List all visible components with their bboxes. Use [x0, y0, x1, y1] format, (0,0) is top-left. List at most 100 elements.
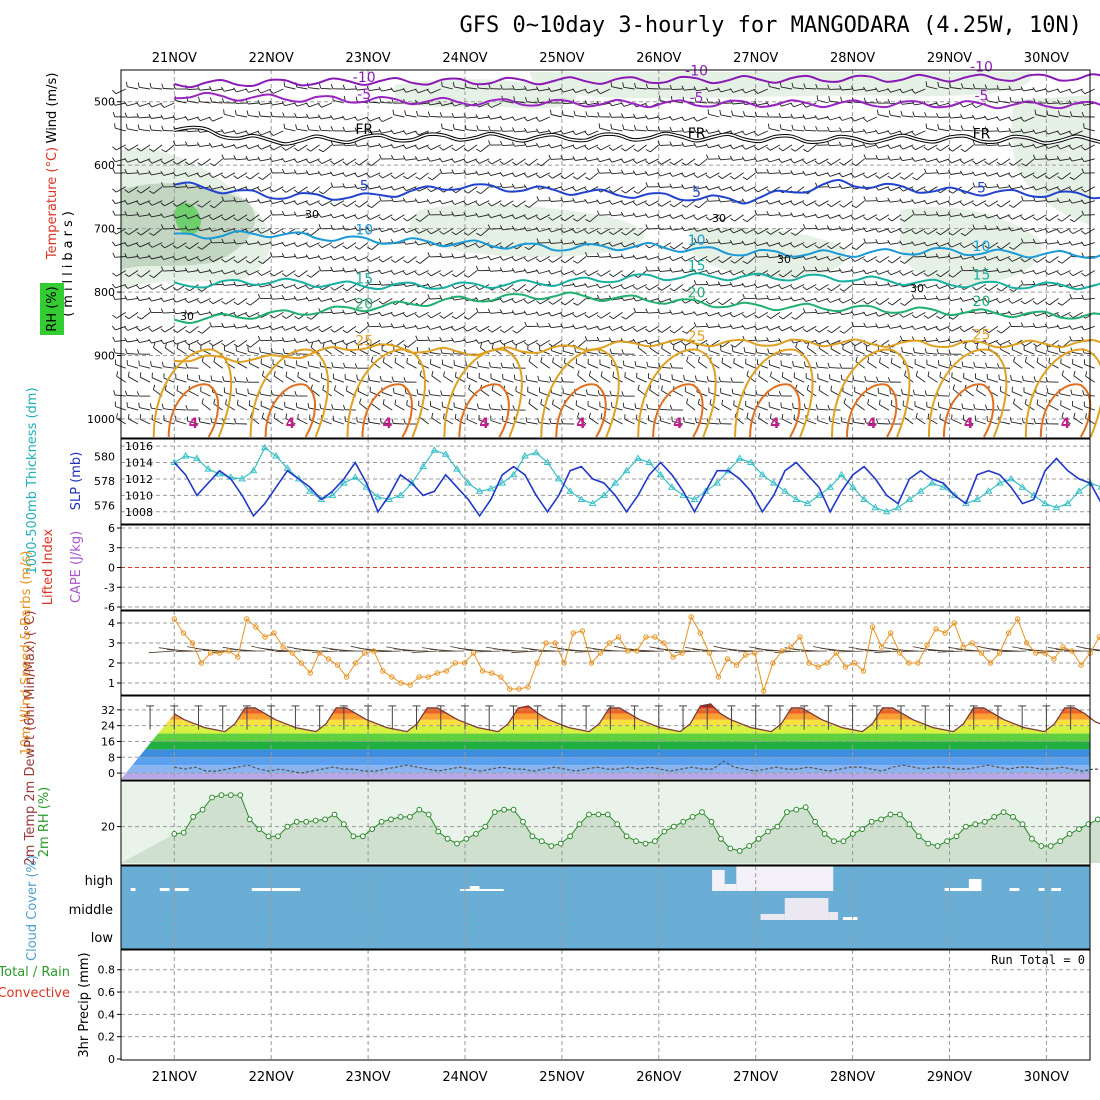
wind-barb-flag-1071 — [705, 174, 710, 179]
wind-barb-2622 — [298, 312, 308, 320]
wind-barb-flag-2829 — [560, 323, 564, 329]
thickness-point-35 — [566, 487, 574, 494]
wind-barb-1388 — [673, 200, 684, 208]
wind-barb-flag-573 — [633, 124, 637, 131]
rh2m-point-49 — [633, 838, 639, 845]
wind-barb-flag-2811 — [451, 326, 456, 331]
wind-barb-flag-491 — [137, 124, 140, 130]
wind-barb-1562 — [746, 214, 756, 222]
wind-barb-976 — [139, 172, 151, 175]
wind-barb-730 — [612, 144, 623, 151]
rh2m-point-1 — [180, 829, 187, 836]
wind-barb-flag-2889 — [923, 326, 928, 331]
wind-barb-2712 — [841, 311, 853, 316]
wind-barb-3164 — [637, 347, 647, 355]
wind-barb-480 — [1059, 115, 1071, 118]
wind-barb-flag-401 — [573, 110, 576, 116]
wind-barb-3380 — [962, 365, 974, 369]
wind-barb-906 — [698, 158, 708, 167]
wind-barb-flag-1719 — [705, 227, 710, 233]
wind-barb-1438 — [975, 200, 987, 207]
wind-barb-3658 — [685, 391, 696, 397]
wind-barb-flag-3745 — [225, 399, 227, 405]
wind-barb-1434 — [951, 200, 962, 206]
wind-barb-flag-3211 — [912, 347, 915, 353]
wind-barb-2578 — [1012, 297, 1023, 304]
wind-barb-1960 — [212, 256, 223, 263]
rh2m-point-21 — [369, 826, 376, 832]
wind-barb-flag-1775 — [1044, 228, 1049, 233]
wind-barb-flag-2255 — [1008, 268, 1012, 274]
wind-barb-flag-1017 — [378, 174, 383, 179]
isotherm-label-15-1: 15 — [688, 258, 706, 274]
wind-barb-flag-2297 — [281, 284, 286, 289]
wind-barb-flag-343 — [223, 109, 225, 115]
wind-barb-flag-357 — [306, 113, 310, 119]
wind-barb-1002 — [296, 172, 308, 175]
wind-barb-flag-575 — [645, 125, 649, 131]
wind-barb-flag-2547 — [814, 297, 819, 303]
wind-barb-718 — [539, 144, 550, 148]
wind-barb-flag-1501 — [366, 215, 371, 220]
wind-barb-flag-3289 — [406, 358, 408, 364]
wind-barb-flag-2463 — [305, 296, 310, 302]
wind-barb-1236 — [733, 186, 744, 192]
wind-barb-2968 — [429, 339, 441, 342]
wind-barb-flag-2575 — [983, 298, 989, 303]
wind-barb-flag-1097 — [863, 174, 868, 179]
wind-barb-2436 — [151, 297, 163, 302]
wind-barb-3314 — [564, 362, 575, 369]
wind-barb-916 — [756, 158, 768, 162]
rh2m-point-63 — [765, 828, 771, 835]
wind10m-point-75 — [851, 660, 858, 666]
wind-barb-flag-1761 — [960, 232, 966, 237]
wind-barb-flag-281 — [828, 95, 831, 101]
wind-barb-flag-1573 — [802, 212, 806, 218]
wind-barb-302 — [963, 102, 974, 108]
wind10m-point-93 — [1015, 616, 1021, 622]
wind-barb-380 — [453, 116, 466, 118]
wind-barb-1220 — [637, 186, 647, 194]
wind-barb-174 — [187, 100, 199, 104]
wind-barb-flag-1947 — [124, 253, 128, 259]
wind-barb-866 — [454, 158, 466, 163]
wind-barb-2670 — [588, 312, 599, 319]
wind-barb-flag-3867 — [961, 403, 964, 409]
wind-barb-2244 — [952, 270, 962, 278]
wind-barb-flag-2979 — [487, 339, 492, 345]
wind-barb-2996 — [599, 339, 611, 342]
wind-barb-606 — [841, 130, 853, 133]
rh2m-grid — [121, 781, 1090, 865]
warm-core-label-0: 4 — [189, 416, 199, 432]
wind-barb-2142 — [332, 270, 344, 272]
wind-barb-flag-2313 — [378, 280, 382, 286]
wind-barb-flag-2817 — [487, 328, 493, 333]
wind-barb-2110 — [141, 270, 151, 278]
wind10m-barb-18 — [311, 650, 338, 653]
wind-barb-flag-1559 — [717, 217, 723, 222]
wind-barb-flag-463 — [947, 113, 952, 119]
wind-barb-flag-1965 — [233, 259, 239, 264]
wind-barb-1232 — [708, 186, 720, 191]
wind-barb-1140 — [153, 186, 163, 194]
wind-barb-2114 — [163, 270, 175, 272]
wind-barb-2762 — [164, 325, 175, 333]
wind-barb-flag-995 — [245, 175, 251, 180]
wind-barb-flag-141 — [960, 83, 964, 89]
rh2m-point-51 — [652, 838, 658, 845]
wind-barb-1288 — [1048, 186, 1059, 191]
slp-tick-1010: 1010 — [125, 489, 153, 502]
wind-barb-flag-1079 — [754, 168, 758, 174]
wind-barb-flag-2099 — [1045, 259, 1050, 264]
wind-barb-flag-1147 — [184, 183, 188, 189]
wind-barb-flag-2775 — [233, 323, 237, 329]
stability-tick-0: -6 — [104, 601, 115, 614]
wind-barb-flag-895 — [620, 158, 625, 164]
wind-barb-3776 — [418, 405, 429, 411]
wind-barb-2842 — [649, 325, 660, 333]
wind-barb-1284 — [1023, 186, 1035, 190]
wind-barb-298 — [938, 102, 950, 107]
wind-barb-1424 — [890, 200, 902, 203]
rh2m-point-25 — [407, 814, 413, 820]
